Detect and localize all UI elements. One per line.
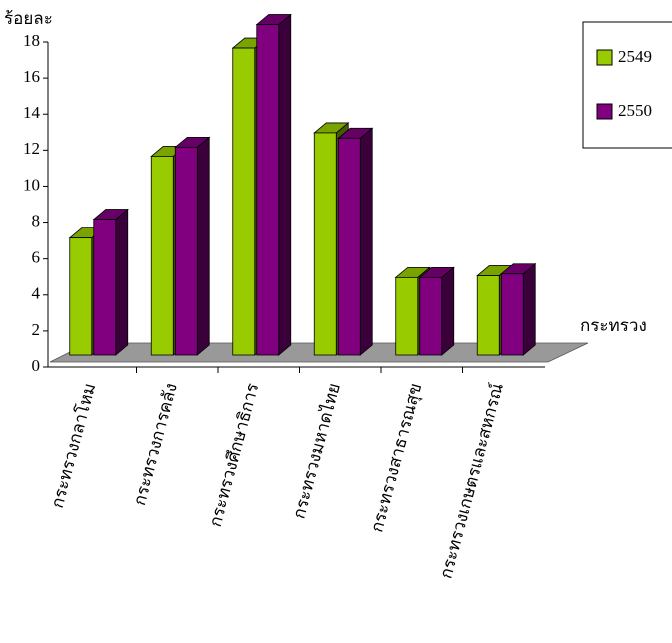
y-tick-label: 4 — [32, 284, 41, 303]
y-axis-title: ร้อยละ — [4, 9, 53, 28]
legend — [582, 21, 672, 149]
legend-swatch — [596, 103, 613, 120]
y-tick-label: 18 — [23, 31, 40, 50]
y-tick-label: 10 — [23, 175, 40, 194]
x-axis-title: กระทรวง — [580, 316, 647, 335]
x-tick-label: กระทรวงเกษตรและสหกรณ์ — [436, 381, 507, 581]
x-tick-label: กระทรวงสาธารณสุข — [367, 381, 426, 534]
bar-side — [359, 127, 373, 356]
legend-label: 2549 — [618, 47, 652, 66]
x-tick-label: กระทรวงมหาดไทย — [288, 381, 343, 521]
x-tick-label: กระทรวงศึกษาธิการ — [206, 381, 263, 529]
bar-side — [522, 262, 536, 356]
legend-swatch — [596, 49, 613, 66]
bar — [313, 132, 337, 356]
bar — [256, 24, 280, 356]
bar — [500, 273, 524, 356]
bar — [174, 146, 198, 356]
bar — [232, 47, 256, 356]
bar-side — [115, 208, 129, 356]
y-tick-label: 16 — [23, 67, 40, 86]
legend-label: 2550 — [618, 101, 652, 120]
bar-side — [441, 266, 455, 356]
y-tick-label: 6 — [32, 248, 41, 267]
x-tick-label: กระทรวงการคลัง — [130, 381, 181, 507]
bar — [476, 275, 500, 356]
bar — [337, 137, 361, 356]
bar-side — [196, 136, 210, 356]
bar — [419, 276, 443, 356]
y-tick-label: 0 — [32, 356, 41, 375]
y-tick-label: 8 — [32, 211, 41, 230]
bar-side — [278, 13, 292, 356]
y-tick-label: 14 — [23, 103, 41, 122]
y-tick-label: 2 — [32, 320, 41, 339]
y-tick-label: 12 — [23, 139, 40, 158]
bar — [150, 155, 174, 356]
bar — [395, 276, 419, 356]
bar — [69, 237, 93, 356]
bar — [93, 219, 117, 356]
x-tick-label: กระทรวงกลาโหม — [47, 381, 100, 510]
